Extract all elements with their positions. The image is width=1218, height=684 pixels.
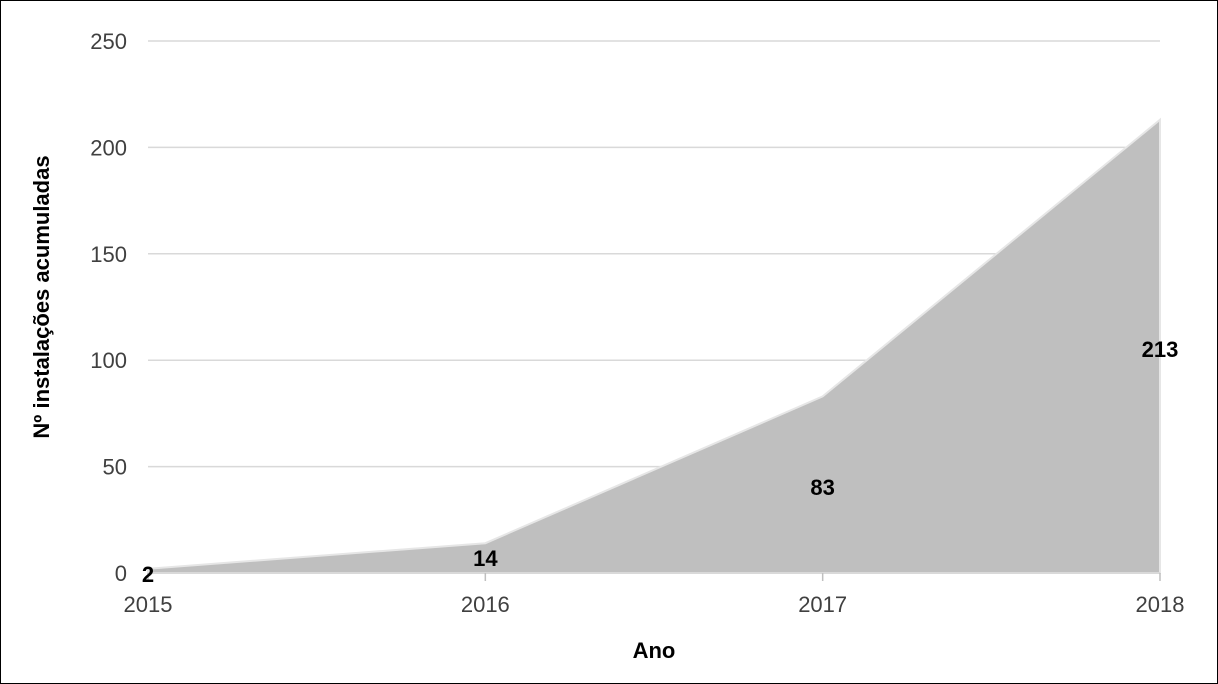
x-tick-label: 2016 [461,592,510,617]
x-axis [147,572,1161,581]
y-tick-label: 0 [115,561,127,586]
x-tick-label: 2015 [124,592,173,617]
y-tick-label: 150 [90,242,127,267]
y-tick-label: 50 [103,455,127,480]
x-tick-label: 2018 [1136,592,1185,617]
x-tick-label: 2017 [798,592,847,617]
y-axis-title: Nº instalações acumuladas [29,155,54,438]
y-tick-label: 100 [90,348,127,373]
y-axis-tick-labels: 0 50 100 150 200 250 [90,29,127,586]
data-label: 83 [810,475,834,500]
data-label: 2 [142,562,154,587]
area-fill [147,117,1161,574]
data-labels: 2 14 83 213 [142,337,1178,587]
y-tick-label: 250 [90,29,127,54]
data-label: 14 [473,546,498,571]
y-tick-label: 200 [90,135,127,160]
x-axis-title: Ano [633,638,676,663]
x-axis-tick-labels: 2015 2016 2017 2018 [124,592,1185,617]
area-series [147,117,1161,574]
data-label: 213 [1142,337,1179,362]
